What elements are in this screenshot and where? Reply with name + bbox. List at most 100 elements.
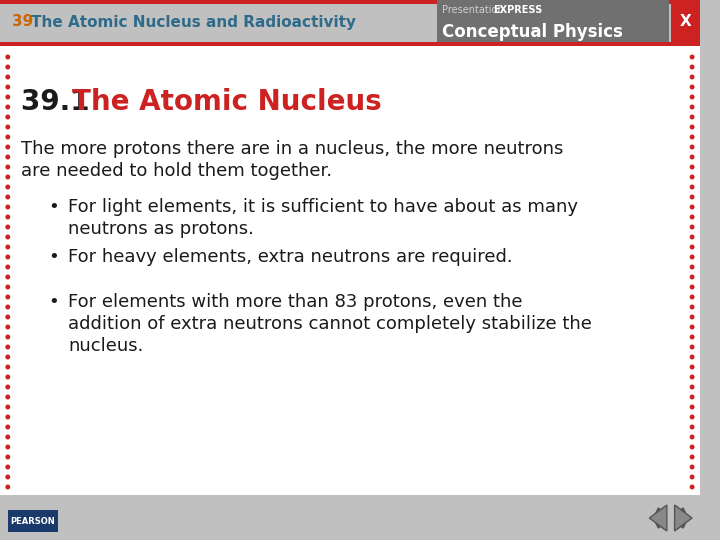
- Circle shape: [5, 384, 10, 389]
- Text: Presentation: Presentation: [442, 5, 504, 15]
- Circle shape: [5, 354, 10, 360]
- Circle shape: [5, 424, 10, 429]
- Circle shape: [5, 375, 10, 380]
- Circle shape: [5, 345, 10, 349]
- Circle shape: [5, 294, 10, 300]
- Circle shape: [690, 245, 695, 249]
- Circle shape: [690, 424, 695, 429]
- Circle shape: [690, 274, 695, 280]
- Circle shape: [5, 214, 10, 219]
- Circle shape: [5, 145, 10, 150]
- Text: Conceptual Physics: Conceptual Physics: [442, 23, 623, 41]
- Circle shape: [690, 125, 695, 130]
- Text: addition of extra neutrons cannot completely stabilize the: addition of extra neutrons cannot comple…: [68, 315, 592, 333]
- Circle shape: [690, 84, 695, 90]
- Text: EXPRESS: EXPRESS: [492, 5, 542, 15]
- Circle shape: [5, 114, 10, 119]
- Circle shape: [690, 404, 695, 409]
- Polygon shape: [675, 505, 692, 531]
- Circle shape: [690, 305, 695, 309]
- Text: PEARSON: PEARSON: [11, 516, 55, 525]
- Text: are needed to hold them together.: are needed to hold them together.: [22, 162, 333, 180]
- Text: •: •: [48, 198, 59, 216]
- Circle shape: [5, 75, 10, 79]
- Circle shape: [690, 314, 695, 320]
- Circle shape: [690, 114, 695, 119]
- Circle shape: [5, 364, 10, 369]
- Circle shape: [5, 55, 10, 59]
- Text: •: •: [48, 293, 59, 311]
- FancyBboxPatch shape: [0, 42, 700, 46]
- Circle shape: [5, 484, 10, 489]
- FancyBboxPatch shape: [438, 0, 669, 42]
- Circle shape: [5, 265, 10, 269]
- Circle shape: [690, 345, 695, 349]
- Circle shape: [5, 194, 10, 199]
- Circle shape: [690, 185, 695, 190]
- Circle shape: [5, 404, 10, 409]
- Text: For light elements, it is sufficient to have about as many: For light elements, it is sufficient to …: [68, 198, 578, 216]
- Circle shape: [5, 154, 10, 159]
- Circle shape: [690, 395, 695, 400]
- Circle shape: [690, 94, 695, 99]
- Circle shape: [690, 364, 695, 369]
- FancyBboxPatch shape: [0, 0, 700, 46]
- Circle shape: [690, 455, 695, 460]
- Circle shape: [690, 415, 695, 420]
- Circle shape: [690, 225, 695, 230]
- FancyBboxPatch shape: [0, 46, 700, 495]
- Circle shape: [690, 435, 695, 440]
- Circle shape: [690, 105, 695, 110]
- Circle shape: [690, 165, 695, 170]
- Text: The Atomic Nucleus: The Atomic Nucleus: [72, 88, 382, 116]
- Text: The more protons there are in a nucleus, the more neutrons: The more protons there are in a nucleus,…: [22, 140, 564, 158]
- Circle shape: [5, 464, 10, 469]
- Circle shape: [5, 134, 10, 139]
- Text: nucleus.: nucleus.: [68, 337, 143, 355]
- Circle shape: [690, 265, 695, 269]
- FancyBboxPatch shape: [671, 0, 700, 42]
- Circle shape: [5, 435, 10, 440]
- Circle shape: [690, 64, 695, 70]
- Circle shape: [5, 105, 10, 110]
- Circle shape: [5, 415, 10, 420]
- Circle shape: [690, 294, 695, 300]
- FancyBboxPatch shape: [0, 495, 700, 540]
- Circle shape: [5, 334, 10, 340]
- Circle shape: [5, 125, 10, 130]
- Circle shape: [5, 285, 10, 289]
- Circle shape: [5, 245, 10, 249]
- Circle shape: [690, 384, 695, 389]
- Circle shape: [5, 165, 10, 170]
- Circle shape: [690, 55, 695, 59]
- Circle shape: [690, 325, 695, 329]
- Circle shape: [690, 205, 695, 210]
- Circle shape: [5, 274, 10, 280]
- Circle shape: [5, 174, 10, 179]
- FancyBboxPatch shape: [0, 0, 700, 4]
- Circle shape: [5, 305, 10, 309]
- Circle shape: [690, 234, 695, 240]
- Circle shape: [690, 134, 695, 139]
- Circle shape: [690, 194, 695, 199]
- Circle shape: [690, 475, 695, 480]
- Circle shape: [690, 354, 695, 360]
- Circle shape: [5, 84, 10, 90]
- Circle shape: [690, 334, 695, 340]
- Circle shape: [5, 314, 10, 320]
- Text: X: X: [680, 14, 691, 29]
- Text: neutrons as protons.: neutrons as protons.: [68, 220, 254, 238]
- Circle shape: [5, 444, 10, 449]
- Circle shape: [5, 395, 10, 400]
- Circle shape: [690, 145, 695, 150]
- Circle shape: [5, 64, 10, 70]
- Circle shape: [690, 484, 695, 489]
- Circle shape: [690, 444, 695, 449]
- Text: For elements with more than 83 protons, even the: For elements with more than 83 protons, …: [68, 293, 523, 311]
- Text: For heavy elements, extra neutrons are required.: For heavy elements, extra neutrons are r…: [68, 248, 513, 266]
- Circle shape: [5, 185, 10, 190]
- Circle shape: [5, 475, 10, 480]
- Circle shape: [690, 154, 695, 159]
- Circle shape: [5, 94, 10, 99]
- Text: •: •: [48, 248, 59, 266]
